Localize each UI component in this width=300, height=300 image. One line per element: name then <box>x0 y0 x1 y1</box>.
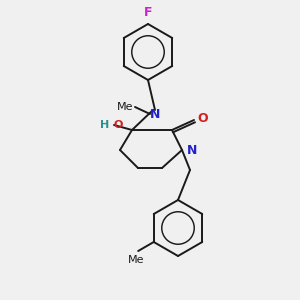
Text: O: O <box>113 120 122 130</box>
Text: N: N <box>150 109 160 122</box>
Text: H: H <box>100 120 109 130</box>
Text: F: F <box>144 6 152 19</box>
Text: Me: Me <box>128 255 144 265</box>
Text: Me: Me <box>116 102 133 112</box>
Text: N: N <box>187 143 197 157</box>
Text: O: O <box>197 112 208 125</box>
